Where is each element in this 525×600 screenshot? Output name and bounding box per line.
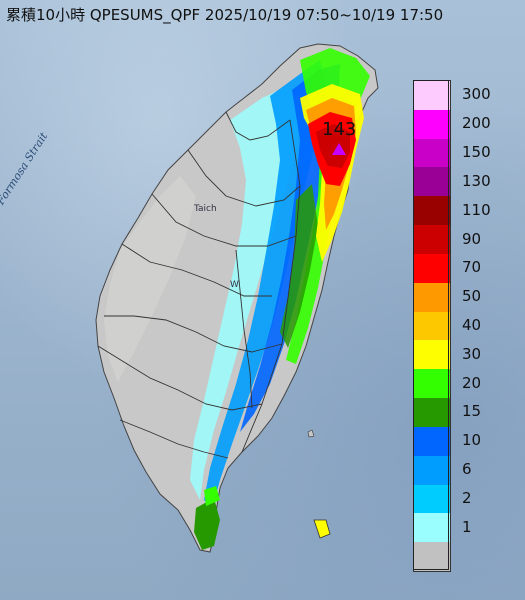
peak-value-label: 143 xyxy=(322,119,357,140)
legend-label: 10 xyxy=(462,431,482,450)
legend-label: 15 xyxy=(462,402,482,421)
legend-swatch xyxy=(414,426,450,456)
offshore-islet xyxy=(307,429,315,438)
rain-band-10mm xyxy=(240,64,340,432)
legend-swatch xyxy=(414,81,450,110)
peak-triangle-icon xyxy=(332,143,346,155)
legend-swatch xyxy=(414,369,450,399)
map-title: 累積10小時 QPESUMS_QPF 2025/10/19 07:50~10/1… xyxy=(6,6,444,24)
legend-label: 300 xyxy=(462,85,491,104)
rain-band-15mm xyxy=(280,184,318,348)
rain-band-6mm xyxy=(204,60,328,510)
legend-label: 90 xyxy=(462,229,482,248)
legend-swatch xyxy=(414,484,450,514)
legend-swatch xyxy=(414,225,450,254)
legend-label: 6 xyxy=(462,460,472,479)
legend-label: 2 xyxy=(462,488,472,507)
legend-swatch xyxy=(414,138,450,168)
legend-swatch xyxy=(414,513,450,543)
legend-label: 1 xyxy=(462,517,472,536)
legend-label: 200 xyxy=(462,114,491,133)
legend-swatch xyxy=(414,282,450,312)
western-plain-relief xyxy=(104,176,196,382)
legend-swatch xyxy=(414,455,450,485)
legend-swatch xyxy=(414,167,450,197)
legend-label: 110 xyxy=(462,200,491,219)
rain-band-1mm xyxy=(190,86,300,500)
rainfall-legend xyxy=(413,80,451,572)
rain-south-tip-light xyxy=(204,486,220,506)
legend-swatch xyxy=(414,196,450,226)
legend-label: 150 xyxy=(462,143,491,162)
legend-swatch xyxy=(414,398,450,427)
legend-swatch xyxy=(414,311,450,341)
legend-label: 30 xyxy=(462,344,482,363)
offshore-island xyxy=(313,519,331,539)
legend-swatch xyxy=(414,340,450,370)
rain-south-tip xyxy=(194,498,220,550)
city-label-taichung: Taich xyxy=(194,204,217,214)
legend-label: 130 xyxy=(462,171,491,190)
legend-label: 70 xyxy=(462,258,482,277)
county-boundaries xyxy=(97,111,301,459)
legend-label: 50 xyxy=(462,287,482,306)
legend-swatch xyxy=(414,542,450,571)
legend-swatch xyxy=(414,109,450,139)
legend-swatch xyxy=(414,253,450,283)
city-label-west: W xyxy=(230,280,239,290)
legend-label: 20 xyxy=(462,373,482,392)
legend-label: 40 xyxy=(462,316,482,334)
